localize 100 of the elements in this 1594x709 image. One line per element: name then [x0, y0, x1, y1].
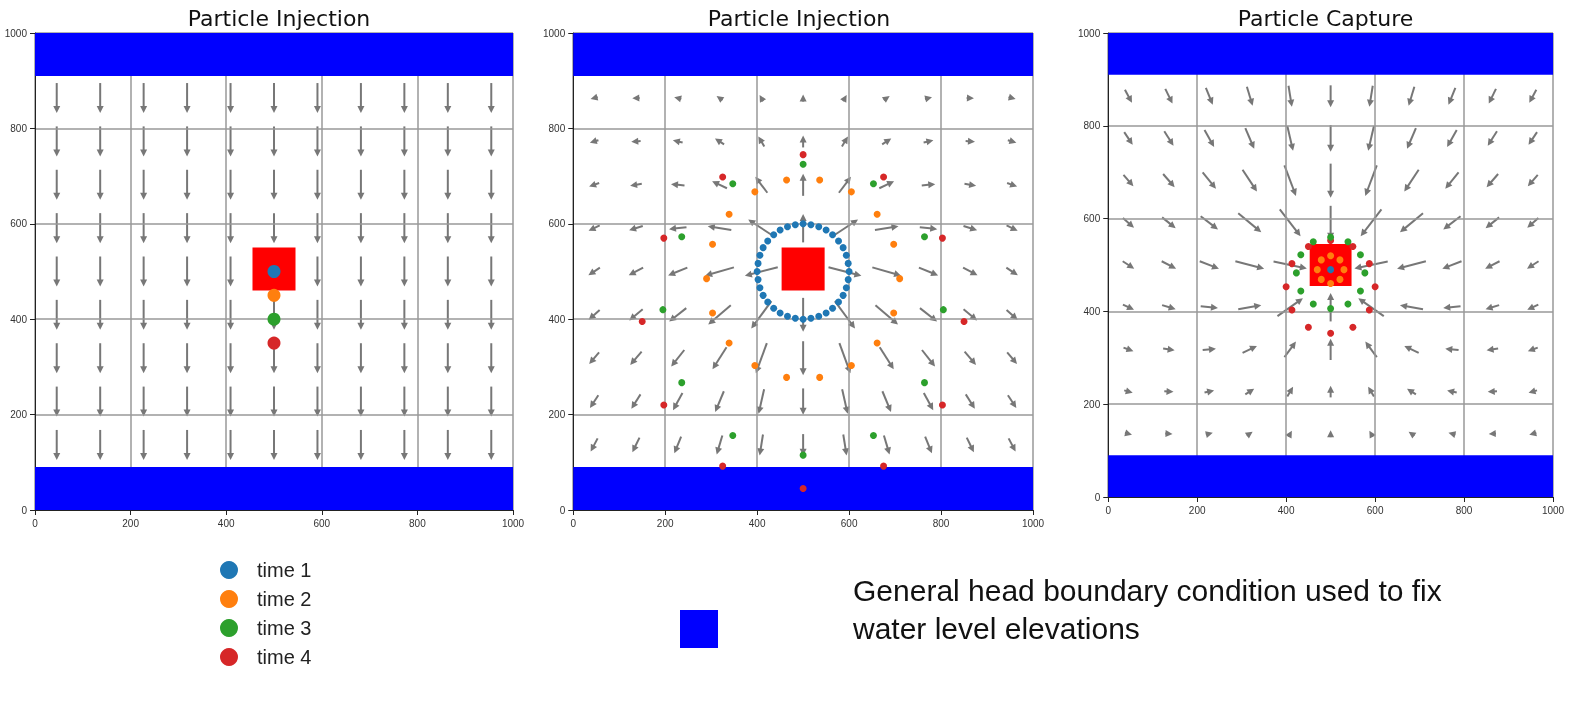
point [1304, 242, 1312, 250]
y-tick-label: 400 [10, 313, 28, 325]
point [799, 151, 807, 159]
x-tick-label: 800 [1455, 504, 1473, 516]
point [1361, 269, 1369, 277]
point [770, 231, 778, 239]
point [842, 251, 850, 259]
point [799, 315, 807, 323]
y-tick-label: 400 [548, 313, 566, 325]
text: General head boundary condition used to fix water level elevations [853, 573, 1443, 647]
x-tick-label: 1000 [1021, 517, 1045, 529]
point [799, 220, 807, 228]
point [1327, 329, 1335, 337]
x-tick-label: 800 [932, 517, 950, 529]
x-tick-label: 600 [313, 517, 331, 529]
point [660, 234, 668, 242]
y-tick-label: 200 [10, 409, 28, 421]
y-tick-label: 800 [10, 122, 28, 134]
point [729, 432, 737, 440]
point [839, 244, 847, 252]
x-tick-label: 1000 [501, 517, 525, 529]
point [709, 240, 717, 248]
y-tick-label: 600 [10, 218, 28, 230]
point [754, 259, 762, 267]
x-tick-label: 0 [570, 517, 577, 529]
chart-title: Particle Injection [187, 5, 371, 31]
y-tick-label: 400 [1083, 305, 1101, 317]
point [1288, 260, 1296, 268]
x-tick-label: 800 [409, 517, 427, 529]
point [1349, 242, 1357, 250]
point [1356, 251, 1364, 259]
point [1340, 266, 1348, 274]
point [896, 275, 904, 283]
point [784, 312, 791, 320]
point [781, 247, 825, 291]
point [1327, 280, 1335, 288]
point [839, 291, 847, 299]
point [869, 432, 877, 440]
point [791, 221, 799, 229]
point [729, 180, 737, 188]
point [1327, 266, 1335, 274]
point [756, 251, 764, 259]
x-tick-label: 400 [1277, 504, 1295, 516]
point [1371, 283, 1379, 291]
point [754, 276, 762, 284]
point [816, 176, 824, 184]
point [725, 210, 733, 218]
point [1317, 275, 1325, 283]
point [960, 318, 968, 326]
chart-title: Particle Injection [707, 5, 891, 31]
legend-label: time 4 [257, 646, 312, 668]
point [764, 237, 772, 245]
x-tick-label: 600 [840, 517, 858, 529]
chart-title: Particle Capture [1237, 5, 1414, 31]
point [753, 268, 761, 275]
point [829, 304, 837, 312]
point [835, 298, 843, 306]
y-tick-label: 600 [548, 218, 566, 230]
point [890, 240, 898, 248]
point [1304, 323, 1312, 331]
x-tick-label: 400 [217, 517, 235, 529]
point [799, 160, 807, 168]
point [678, 379, 686, 387]
point [759, 291, 767, 299]
point [815, 312, 823, 320]
point [1292, 269, 1300, 277]
point [751, 361, 759, 369]
point [869, 180, 877, 188]
point [784, 223, 791, 231]
point [709, 309, 717, 317]
point [939, 306, 947, 314]
point [1349, 323, 1357, 331]
y-tick-label: 0 [1094, 491, 1101, 503]
point [1344, 238, 1352, 246]
point [1282, 283, 1290, 291]
point [807, 221, 815, 229]
y-tick-label: 1000 [543, 27, 566, 39]
legend-label: time 3 [257, 617, 312, 639]
point [1365, 306, 1373, 314]
point [659, 306, 667, 314]
point [890, 309, 898, 317]
y-tick-label: 600 [1083, 213, 1101, 225]
point [719, 173, 727, 181]
y-tick-label: 800 [548, 122, 566, 134]
point [1313, 266, 1321, 274]
point [719, 462, 727, 470]
point [783, 373, 791, 381]
point [783, 176, 791, 184]
y-tick-label: 200 [548, 409, 566, 421]
point [847, 361, 855, 369]
point [873, 210, 881, 218]
point [1297, 287, 1305, 295]
point [835, 237, 843, 245]
point [921, 233, 928, 241]
point [799, 485, 807, 493]
x-tick-label: 600 [1366, 504, 1384, 516]
point [921, 379, 928, 387]
x-tick-label: 200 [656, 517, 674, 529]
point [845, 268, 853, 275]
x-tick-label: 1000 [1541, 504, 1565, 516]
